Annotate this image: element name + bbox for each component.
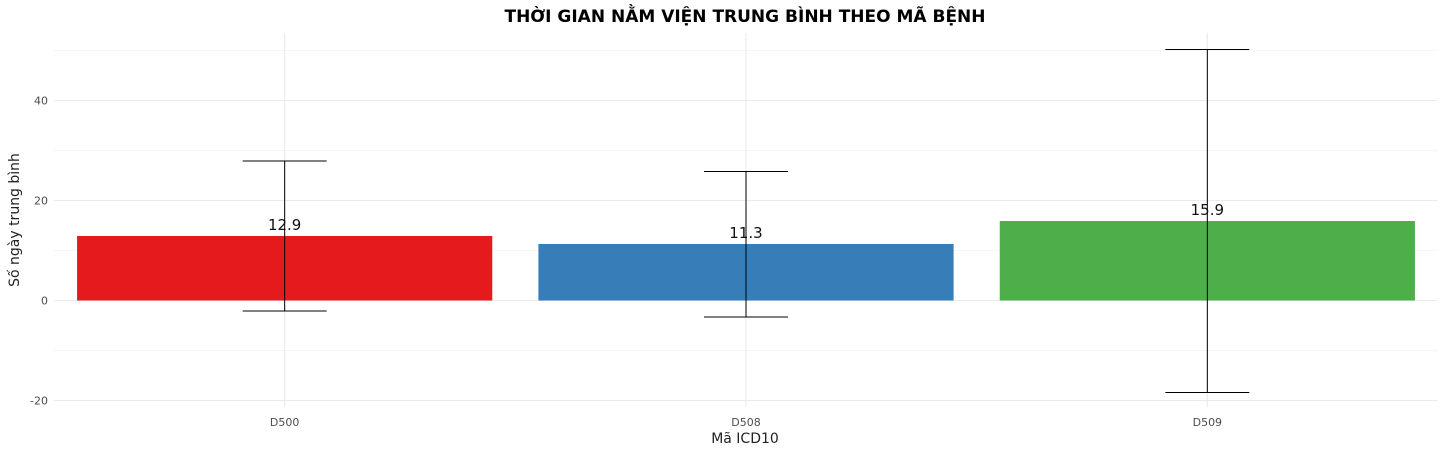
- bar-value-label: 15.9: [1191, 201, 1224, 219]
- y-tick-label: 40: [34, 95, 48, 108]
- chart-title: THỜI GIAN NẰM VIỆN TRUNG BÌNH THEO MÃ BỆ…: [504, 3, 985, 27]
- data-labels: 12.9 11.3 15.9: [268, 201, 1224, 242]
- bar-value-label: 12.9: [268, 216, 301, 234]
- y-axis-title: Số ngày trung bình: [6, 153, 23, 287]
- y-tick-label: -20: [30, 395, 48, 408]
- x-tick-label: D508: [731, 416, 760, 429]
- bar-value-label: 11.3: [729, 224, 762, 242]
- y-tick-label: 20: [34, 195, 48, 208]
- x-axis-title: Mã ICD10: [711, 431, 779, 447]
- y-tick-label: 0: [41, 295, 48, 308]
- tick-labels: -20 0 20 40 D500 D508 D509: [30, 95, 1222, 430]
- x-tick-label: D509: [1193, 416, 1222, 429]
- error-bars: [242, 49, 1250, 393]
- x-tick-label: D500: [270, 416, 299, 429]
